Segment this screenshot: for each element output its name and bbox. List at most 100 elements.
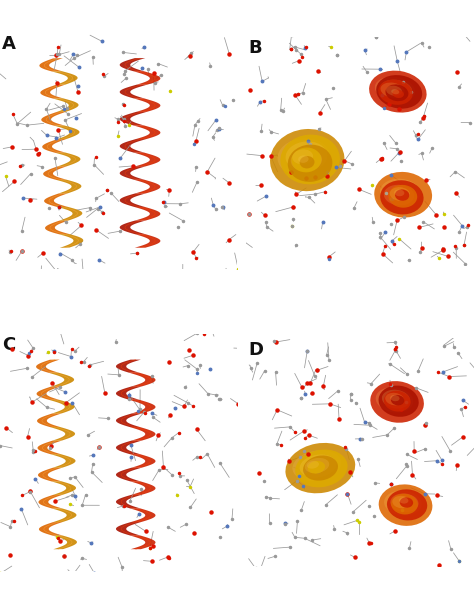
Polygon shape bbox=[55, 125, 80, 139]
Polygon shape bbox=[116, 468, 142, 481]
Polygon shape bbox=[120, 85, 147, 98]
Ellipse shape bbox=[379, 484, 432, 526]
Ellipse shape bbox=[391, 89, 399, 94]
Polygon shape bbox=[36, 386, 62, 400]
Ellipse shape bbox=[385, 84, 409, 101]
Polygon shape bbox=[133, 98, 160, 112]
Polygon shape bbox=[134, 180, 160, 194]
Ellipse shape bbox=[384, 185, 414, 206]
Ellipse shape bbox=[292, 148, 321, 172]
Ellipse shape bbox=[395, 189, 410, 201]
Polygon shape bbox=[39, 522, 63, 535]
Ellipse shape bbox=[305, 458, 329, 473]
Ellipse shape bbox=[382, 390, 410, 409]
Ellipse shape bbox=[295, 449, 347, 487]
Ellipse shape bbox=[391, 494, 418, 514]
Polygon shape bbox=[120, 139, 146, 153]
Ellipse shape bbox=[303, 455, 338, 481]
Ellipse shape bbox=[298, 156, 309, 163]
Polygon shape bbox=[52, 71, 78, 85]
Polygon shape bbox=[116, 414, 142, 427]
Ellipse shape bbox=[387, 489, 427, 520]
Ellipse shape bbox=[390, 395, 400, 401]
Polygon shape bbox=[43, 166, 67, 180]
Ellipse shape bbox=[291, 149, 322, 171]
Polygon shape bbox=[38, 495, 63, 508]
Polygon shape bbox=[134, 125, 160, 139]
Polygon shape bbox=[116, 359, 141, 373]
Polygon shape bbox=[120, 194, 146, 207]
Ellipse shape bbox=[380, 180, 424, 215]
Polygon shape bbox=[129, 400, 155, 414]
Polygon shape bbox=[120, 58, 146, 71]
Polygon shape bbox=[135, 234, 160, 248]
Ellipse shape bbox=[280, 134, 340, 185]
Polygon shape bbox=[44, 193, 68, 207]
Ellipse shape bbox=[375, 77, 415, 103]
Ellipse shape bbox=[270, 129, 345, 191]
Polygon shape bbox=[45, 220, 69, 235]
Polygon shape bbox=[52, 508, 76, 522]
Ellipse shape bbox=[374, 172, 432, 218]
Ellipse shape bbox=[399, 497, 409, 504]
Ellipse shape bbox=[384, 391, 410, 412]
Polygon shape bbox=[39, 58, 63, 72]
Polygon shape bbox=[57, 180, 82, 194]
Ellipse shape bbox=[380, 178, 420, 206]
Polygon shape bbox=[37, 440, 62, 454]
Ellipse shape bbox=[285, 142, 327, 171]
Polygon shape bbox=[129, 373, 155, 387]
Polygon shape bbox=[130, 508, 155, 522]
Ellipse shape bbox=[307, 461, 319, 469]
Text: C: C bbox=[2, 336, 16, 354]
Ellipse shape bbox=[277, 138, 329, 175]
Ellipse shape bbox=[386, 86, 402, 96]
Ellipse shape bbox=[385, 393, 404, 405]
Text: D: D bbox=[249, 341, 264, 359]
Polygon shape bbox=[130, 454, 155, 468]
Text: B: B bbox=[249, 39, 263, 57]
Ellipse shape bbox=[388, 185, 417, 207]
Ellipse shape bbox=[384, 491, 422, 516]
Polygon shape bbox=[36, 359, 60, 373]
Polygon shape bbox=[116, 495, 141, 508]
Ellipse shape bbox=[392, 496, 411, 508]
Ellipse shape bbox=[300, 455, 336, 478]
Ellipse shape bbox=[370, 381, 424, 423]
Ellipse shape bbox=[292, 150, 313, 164]
Ellipse shape bbox=[391, 395, 404, 405]
Polygon shape bbox=[120, 166, 146, 180]
Polygon shape bbox=[51, 454, 75, 468]
Ellipse shape bbox=[390, 493, 419, 512]
Polygon shape bbox=[58, 207, 82, 221]
Ellipse shape bbox=[376, 75, 422, 109]
Polygon shape bbox=[116, 441, 142, 454]
Ellipse shape bbox=[288, 145, 332, 182]
Polygon shape bbox=[120, 221, 146, 234]
Polygon shape bbox=[130, 535, 155, 549]
Ellipse shape bbox=[285, 443, 355, 493]
Ellipse shape bbox=[308, 461, 325, 473]
Polygon shape bbox=[134, 207, 160, 221]
Ellipse shape bbox=[400, 497, 413, 508]
Polygon shape bbox=[134, 153, 160, 166]
Ellipse shape bbox=[376, 387, 413, 412]
Polygon shape bbox=[49, 400, 74, 414]
Polygon shape bbox=[53, 98, 79, 112]
Polygon shape bbox=[41, 112, 66, 126]
Ellipse shape bbox=[300, 156, 315, 168]
Polygon shape bbox=[42, 139, 67, 153]
Polygon shape bbox=[59, 234, 83, 248]
Polygon shape bbox=[55, 153, 81, 166]
Polygon shape bbox=[120, 112, 146, 125]
Polygon shape bbox=[48, 373, 74, 387]
Ellipse shape bbox=[392, 90, 404, 98]
Polygon shape bbox=[50, 427, 75, 441]
Ellipse shape bbox=[390, 187, 410, 201]
Polygon shape bbox=[38, 468, 63, 481]
Polygon shape bbox=[129, 427, 155, 441]
Ellipse shape bbox=[378, 80, 413, 105]
Ellipse shape bbox=[292, 450, 341, 481]
Ellipse shape bbox=[394, 189, 404, 196]
Ellipse shape bbox=[380, 80, 412, 100]
